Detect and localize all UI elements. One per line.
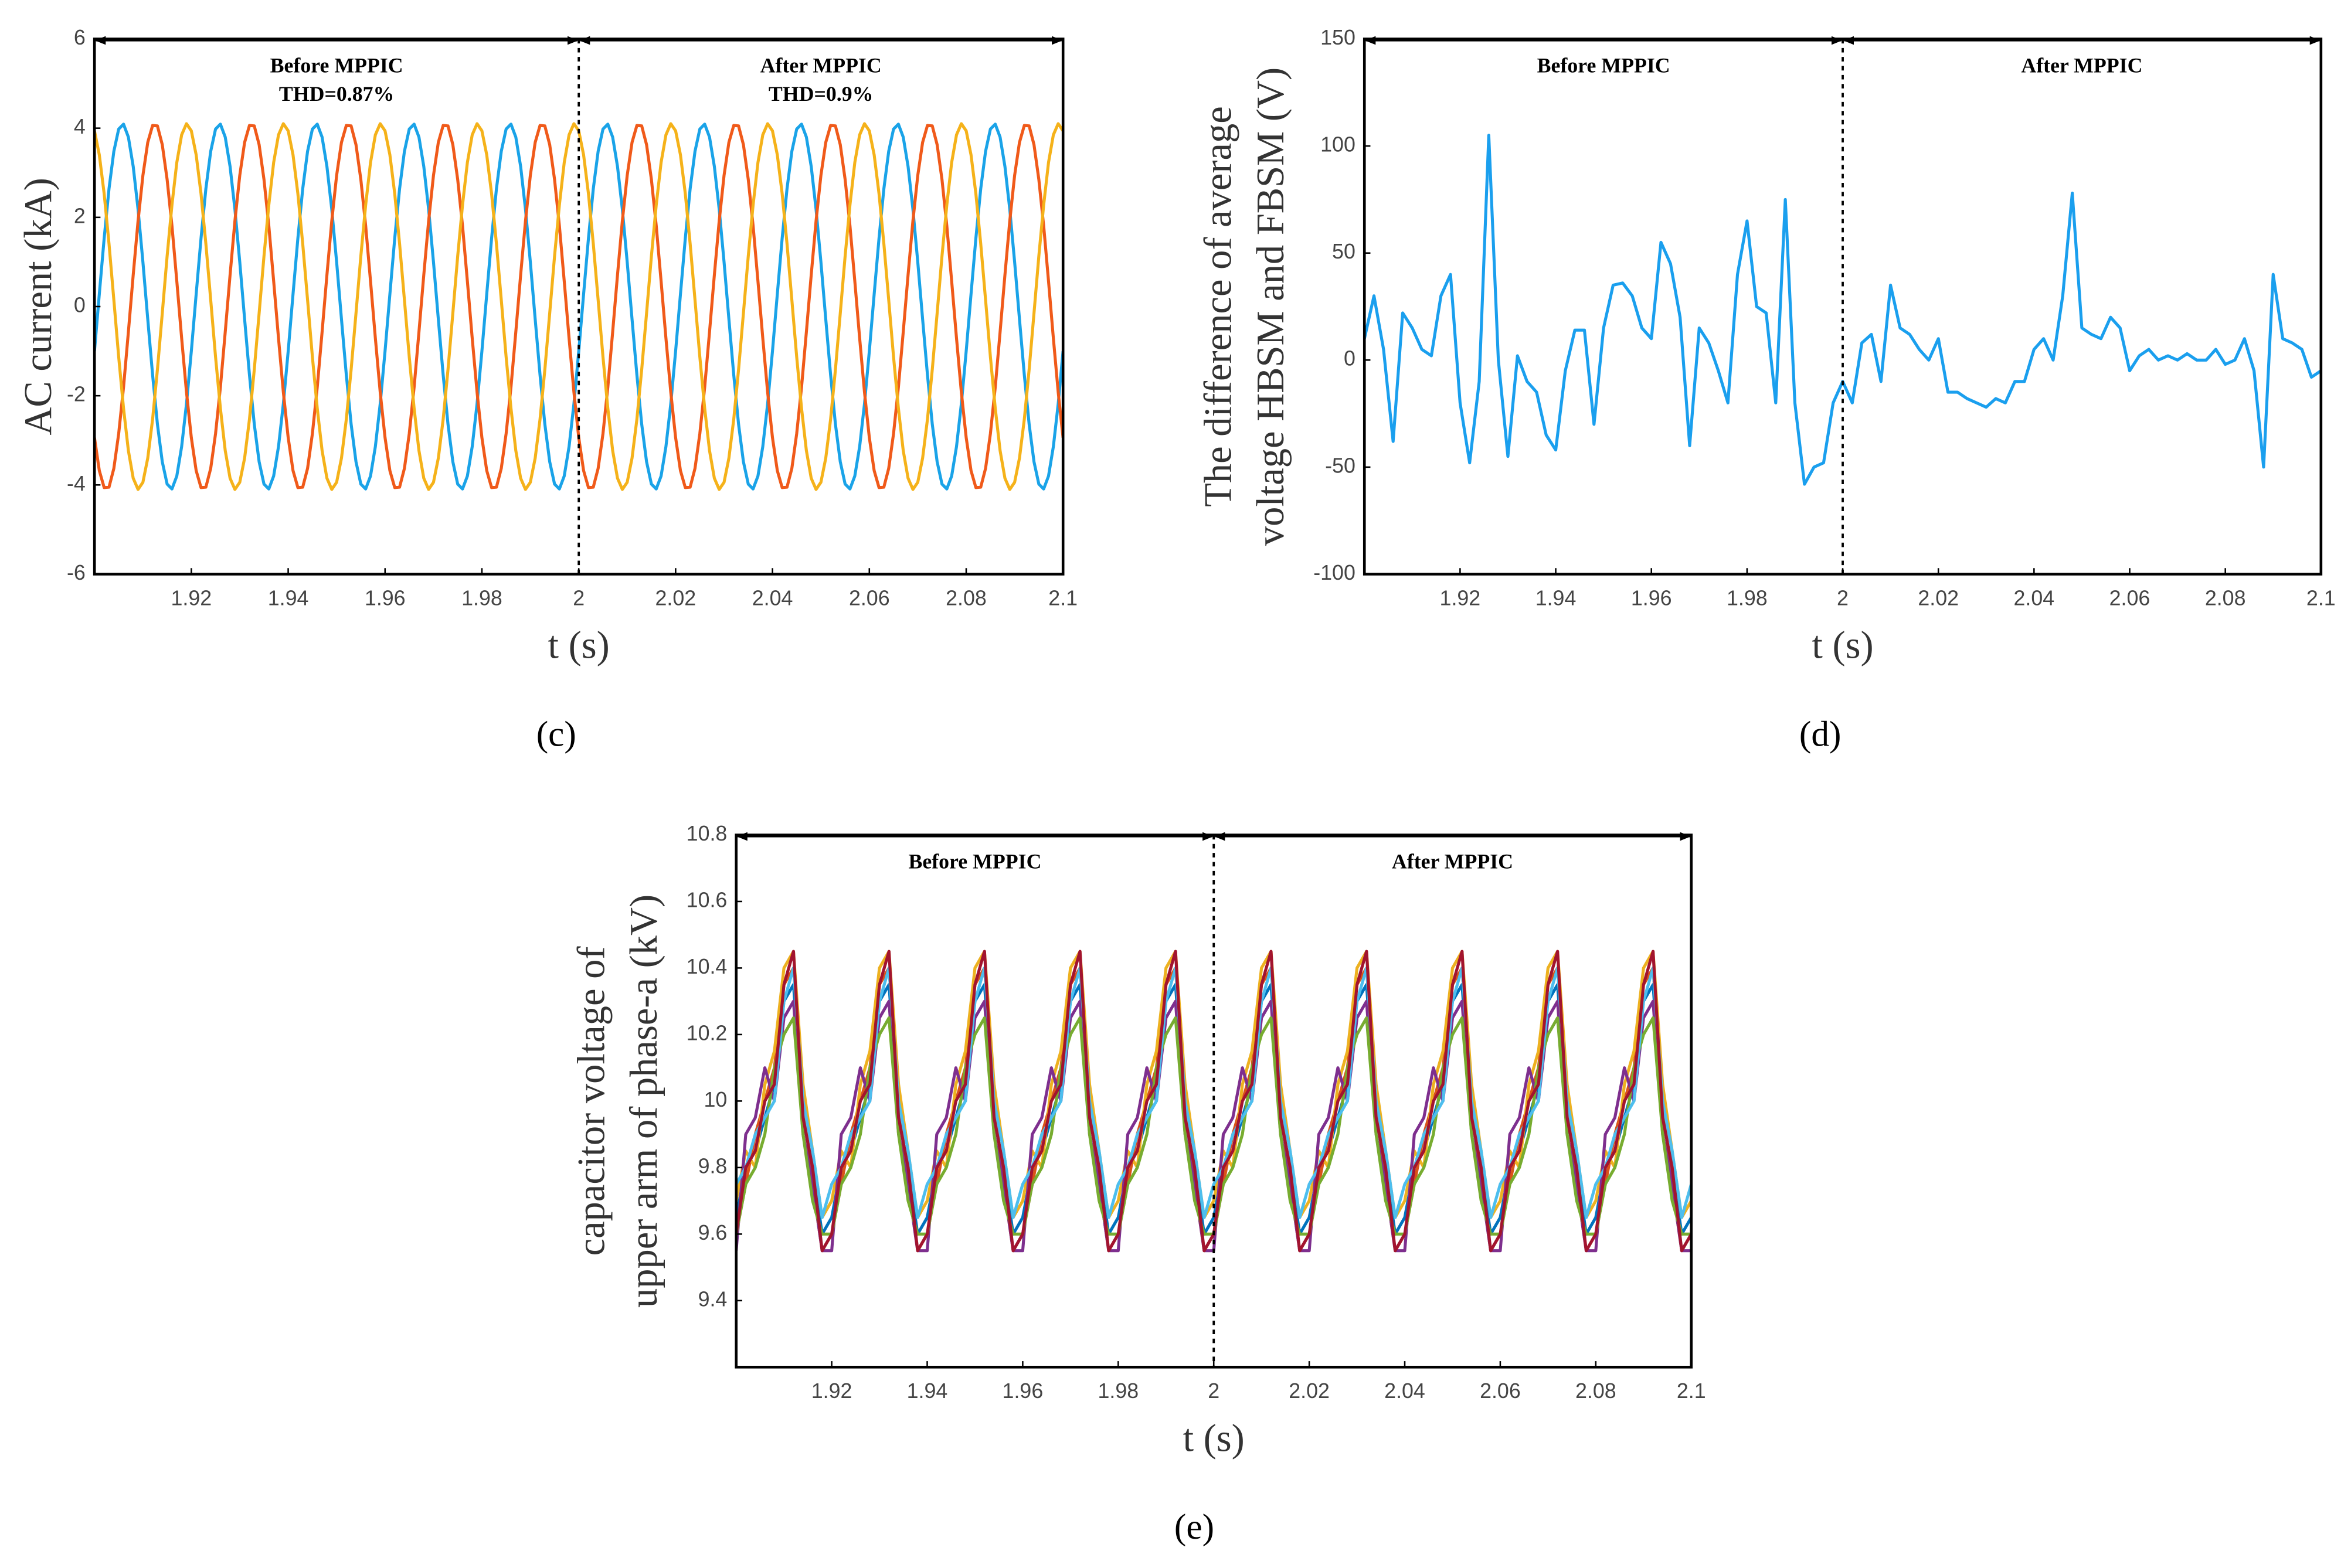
y-tick-label: 9.6 [698, 1221, 728, 1244]
x-tick-label: 2.06 [2109, 586, 2150, 610]
x-tick-label: 2.1 [2306, 586, 2336, 610]
x-tick-label: 1.92 [1440, 586, 1481, 610]
x-tick-label: 1.94 [1535, 586, 1577, 610]
region-label: Before MPPIC [1537, 53, 1670, 77]
y-tick-label: -100 [1313, 561, 1355, 584]
x-tick-label: 1.96 [1631, 586, 1672, 610]
series-line [94, 124, 1064, 489]
y-axis-label: voltage HBSM and FBSM (V) [1249, 67, 1292, 546]
x-tick-label: 2.08 [946, 586, 987, 610]
y-tick-label: 9.8 [698, 1154, 728, 1178]
region-label: Before MPPIC [908, 849, 1041, 873]
x-axis-label: t (s) [1812, 624, 1873, 667]
y-tick-label: 0 [74, 293, 86, 317]
x-tick-label: 1.94 [907, 1379, 948, 1403]
x-tick-label: 1.92 [171, 586, 212, 610]
region-label: After MPPIC [2021, 53, 2142, 77]
x-tick-label: 2.1 [1677, 1379, 1706, 1403]
y-tick-label: -2 [67, 383, 86, 406]
y-axis-label: AC current (kA) [17, 178, 60, 435]
x-tick-label: 2.06 [849, 586, 890, 610]
x-tick-label: 2.02 [1918, 586, 1959, 610]
caption: (e) [1174, 1507, 1214, 1547]
x-axis-label: t (s) [1183, 1417, 1245, 1460]
y-tick-label: 10.6 [687, 888, 728, 911]
x-tick-label: 2.08 [2205, 586, 2246, 610]
y-tick-label: -6 [67, 561, 86, 584]
y-tick-label: -4 [67, 472, 86, 495]
x-tick-label: 1.98 [1727, 586, 1768, 610]
y-tick-label: 4 [74, 115, 86, 138]
series-line [94, 123, 1064, 491]
plot-area [94, 122, 1064, 491]
chart: Before MPPIC THD=0.87% After MPPIC THD=0.9%… [17, 26, 1078, 754]
x-tick-label: 2 [1208, 1379, 1219, 1403]
x-tick-label: 2.06 [1480, 1379, 1521, 1403]
x-tick-label: 2.02 [1289, 1379, 1330, 1403]
x-tick-label: 1.98 [461, 586, 502, 610]
chart: Before MPPIC After MPPIC 1.92 1.94 1.96 1.98 2… [570, 822, 1706, 1547]
x-tick-label: 2.04 [1384, 1379, 1425, 1403]
x-tick-label: 2.1 [1048, 586, 1078, 610]
x-tick-label: 2.02 [655, 586, 697, 610]
x-tick-label: 1.96 [1003, 1379, 1044, 1403]
region-label: THD=0.87% [279, 82, 394, 106]
region-label: After MPPIC [1392, 849, 1513, 873]
caption: (d) [1799, 714, 1842, 754]
y-axis-label: capacitor voltage of [570, 946, 613, 1256]
y-tick-label: 10.2 [687, 1021, 728, 1045]
y-tick-label: 10.8 [687, 822, 728, 845]
y-tick-label: 9.4 [698, 1287, 728, 1311]
x-tick-label: 2 [1837, 586, 1849, 610]
plot-frame [93, 38, 1065, 576]
x-tick-label: 1.96 [365, 586, 406, 610]
y-tick-label: 2 [74, 204, 86, 227]
x-axis-label: t (s) [548, 624, 610, 667]
x-tick-label: 1.98 [1098, 1379, 1139, 1403]
y-tick-label: 6 [74, 26, 86, 49]
y-tick-label: 100 [1320, 133, 1355, 157]
x-tick-label: 2.04 [2014, 586, 2055, 610]
x-tick-label: 2 [573, 586, 585, 610]
caption: (c) [536, 714, 576, 754]
y-tick-label: 0 [1344, 347, 1355, 370]
region-label: THD=0.9% [769, 82, 874, 106]
region-label: Before MPPIC [270, 53, 403, 77]
y-axis-label: The difference of average [1197, 106, 1240, 506]
y-axis-label: upper arm of phase-a (kV) [623, 894, 665, 1308]
region-label: After MPPIC [760, 53, 882, 77]
y-tick-label: -50 [1325, 454, 1355, 477]
x-tick-label: 1.94 [268, 586, 309, 610]
x-tick-label: 2.04 [752, 586, 793, 610]
y-tick-label: 50 [1332, 240, 1355, 263]
x-tick-label: 1.92 [811, 1379, 852, 1403]
y-tick-label: 10 [704, 1088, 728, 1111]
chart: Before MPPIC After MPPIC 1.92 1.94 1.96 1.98 2… [1197, 26, 2336, 754]
x-tick-label: 2.08 [1575, 1379, 1616, 1403]
y-tick-label: 150 [1320, 26, 1355, 49]
y-tick-label: 10.4 [687, 955, 728, 978]
plot-frame [1363, 38, 2323, 576]
